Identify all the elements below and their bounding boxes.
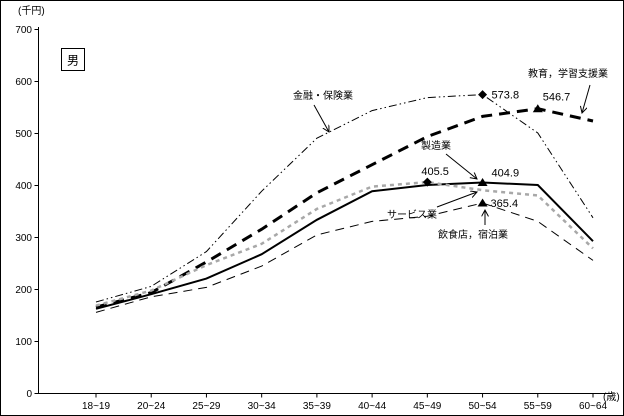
y-tick-label: 200: [15, 285, 32, 296]
y-tick-label: 600: [15, 77, 32, 88]
axes: 0 100 200 300 400 500 600 700 18~19 20~24 25~29 30~…: [15, 25, 612, 412]
x-tick-label: 25~29: [192, 401, 221, 412]
x-tick-label: 40~44: [358, 401, 387, 412]
series-label-arrow-finance-insurance: [313, 104, 329, 132]
peak-marker-manufacturing: [477, 177, 488, 186]
series-lines: [95, 94, 594, 313]
x-tick-label: 50~54: [469, 401, 498, 412]
y-tick-label: 400: [15, 181, 32, 192]
series-label-arrow-services: [436, 192, 477, 208]
y-axis-unit-label: (千円): [18, 5, 45, 17]
series-label-education-learning-support: 教育，学習支援業: [528, 67, 608, 80]
peak-value-label-services: 405.5: [421, 166, 449, 178]
y-tick-label: 0: [26, 389, 32, 400]
series-label-arrow-manufacturing: [445, 153, 477, 179]
series-label-services: サービス業: [387, 208, 437, 221]
peak-annotations: 573.8 546.7 405.5 404.9 365.4: [421, 90, 570, 210]
series-line-restaurants-hotels: [95, 202, 594, 313]
gender-box-frame: [61, 48, 85, 71]
series-line-finance-insurance: [95, 94, 594, 303]
x-tick-label: 35~39: [303, 401, 332, 412]
y-tick-label: 100: [15, 337, 32, 348]
series-line-manufacturing: [95, 181, 594, 310]
series-label-arrow-education-learning-support: [582, 84, 591, 113]
x-tick-label: 45~49: [413, 401, 442, 412]
peak-marker-finance-insurance: [478, 90, 488, 100]
peak-value-label-education-learning-support: 546.7: [543, 92, 571, 104]
gender-box: 男: [61, 48, 85, 71]
series-line-services: [95, 180, 594, 307]
series-label-manufacturing: 製造業: [421, 139, 451, 152]
peak-marker-education-learning-support: [532, 104, 543, 113]
x-tick-label: 60~64: [579, 401, 608, 412]
y-tick-label: 700: [15, 25, 32, 36]
x-tick-label: 20~24: [137, 401, 166, 412]
peak-value-label-restaurants-hotels: 365.4: [491, 198, 519, 210]
y-tick-label: 300: [15, 233, 32, 244]
peak-marker-restaurants-hotels: [477, 198, 488, 207]
series-line-education-learning-support: [95, 107, 594, 309]
peak-marker-services: [422, 177, 432, 187]
x-tick-label: 30~34: [248, 401, 277, 412]
series-label-finance-insurance: 金融・保険業: [293, 89, 353, 102]
x-tick-label: 18~19: [82, 401, 111, 412]
peak-value-label-manufacturing: 404.9: [492, 167, 520, 179]
series-label-restaurants-hotels: 飲食店，宿泊業: [438, 228, 508, 241]
peak-value-label-finance-insurance: 573.8: [492, 90, 520, 102]
y-tick-label: 500: [15, 129, 32, 140]
gender-label: 男: [67, 54, 79, 68]
x-tick-label: 55~59: [524, 401, 553, 412]
